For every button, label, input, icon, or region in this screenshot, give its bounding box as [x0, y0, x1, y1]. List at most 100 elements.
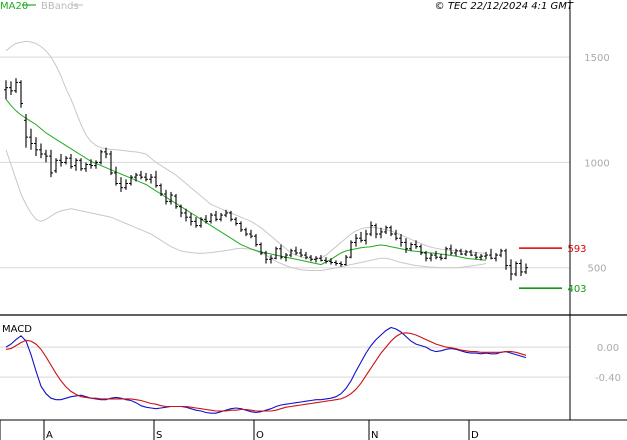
ohlc-bar [199, 217, 203, 228]
ohlc-bar [399, 234, 403, 247]
ohlc-bar [119, 177, 123, 192]
ohlc-bar [469, 249, 473, 257]
ohlc-bar [194, 217, 198, 228]
resistance-level-label: 593 [567, 244, 586, 255]
ohlc-bar [219, 212, 223, 222]
ohlc-bar [444, 246, 448, 260]
ohlc-bar [524, 263, 528, 275]
month-label: O [256, 430, 264, 440]
ohlc-bar [184, 208, 188, 222]
ohlc-bar [374, 223, 378, 239]
ohlc-bar [114, 166, 118, 186]
ohlc-bar [249, 229, 253, 239]
price-tick-label: 1500 [584, 53, 609, 64]
ohlc-bar [64, 156, 68, 165]
ohlc-bar [454, 248, 458, 257]
support-level-label: 403 [567, 284, 586, 295]
macd-panel-title: MACD [2, 324, 32, 335]
ohlc-bar [394, 229, 398, 241]
ohlc-bar [159, 183, 163, 197]
month-label: A [46, 430, 53, 440]
ohlc-bar [289, 248, 293, 258]
bb-lower-line [5, 149, 487, 271]
price-tick-label: 500 [587, 264, 606, 275]
ohlc-bar [104, 147, 108, 159]
price-tick-label: 1000 [584, 158, 609, 169]
ohlc-bars [4, 78, 528, 281]
ohlc-bar [229, 210, 233, 222]
ohlc-bar [54, 158, 58, 173]
price-gridlines [0, 56, 570, 269]
macd-tick-label: -0.40 [595, 373, 621, 384]
ohlc-bar [4, 80, 8, 100]
ohlc-bar [389, 225, 393, 237]
ohlc-bar [379, 227, 383, 239]
ohlc-bar [154, 170, 158, 188]
ohlc-bar [79, 158, 83, 171]
ohlc-bar [294, 246, 298, 256]
ohlc-bar [19, 80, 23, 108]
ohlc-bar [449, 244, 453, 256]
ohlc-bar [109, 150, 113, 176]
macd-line [5, 326, 527, 414]
ohlc-bar [44, 149, 48, 163]
ohlc-bar [189, 212, 193, 226]
ohlc-bar [259, 242, 263, 256]
ohlc-bar [9, 81, 13, 96]
ohlc-bar [94, 160, 98, 169]
ohlc-bar [484, 251, 488, 260]
ohlc-bar [489, 248, 493, 260]
ohlc-bar [369, 221, 373, 237]
ohlc-bar [174, 194, 178, 209]
ohlc-bar [299, 248, 303, 258]
ohlc-bar [519, 259, 523, 277]
ohlc-bar [269, 255, 273, 264]
ohlc-bar [169, 191, 173, 205]
ohlc-bar [209, 212, 213, 224]
ohlc-bar [494, 252, 498, 262]
ohlc-bar [39, 143, 43, 159]
ohlc-bar [284, 252, 288, 262]
ohlc-bar [274, 246, 278, 260]
ohlc-bar [419, 244, 423, 256]
ma20-line [5, 98, 487, 266]
ohlc-bar [319, 255, 323, 262]
ohlc-bar [324, 257, 328, 264]
ohlc-bar [434, 250, 438, 260]
ohlc-bar [474, 251, 478, 260]
ohlc-bar [384, 225, 388, 235]
ohlc-bar [509, 259, 513, 281]
macd-tick-label: 0.00 [597, 343, 619, 354]
ohlc-bar [134, 172, 138, 182]
ohlc-bar [144, 172, 148, 182]
month-label: N [371, 430, 378, 440]
ohlc-bar [149, 174, 153, 184]
ohlc-bar [479, 254, 483, 261]
ohlc-bar [404, 238, 408, 253]
bb-upper-line [5, 40, 487, 260]
ohlc-bar [24, 113, 28, 148]
ohlc-bar [339, 261, 343, 267]
ohlc-bar [204, 215, 208, 224]
ohlc-bar [49, 149, 53, 178]
ohlc-bar [459, 248, 463, 256]
ohlc-bar [84, 162, 88, 172]
ohlc-bar [514, 261, 518, 277]
ohlc-bar [414, 240, 418, 249]
ohlc-bar [139, 170, 143, 180]
price-levels [519, 247, 562, 289]
ohlc-bar [309, 255, 313, 262]
ohlc-bar [429, 252, 433, 262]
ohlc-bar [214, 210, 218, 222]
ohlc-bar [349, 240, 353, 259]
ma20-series-line [5, 98, 487, 266]
ohlc-bar [504, 248, 508, 270]
ohlc-bar [224, 209, 228, 218]
ohlc-bar [344, 255, 348, 266]
ohlc-bar [254, 234, 258, 247]
ohlc-bar [179, 204, 183, 218]
ohlc-bar [329, 258, 333, 265]
bollinger-bands [5, 40, 487, 271]
